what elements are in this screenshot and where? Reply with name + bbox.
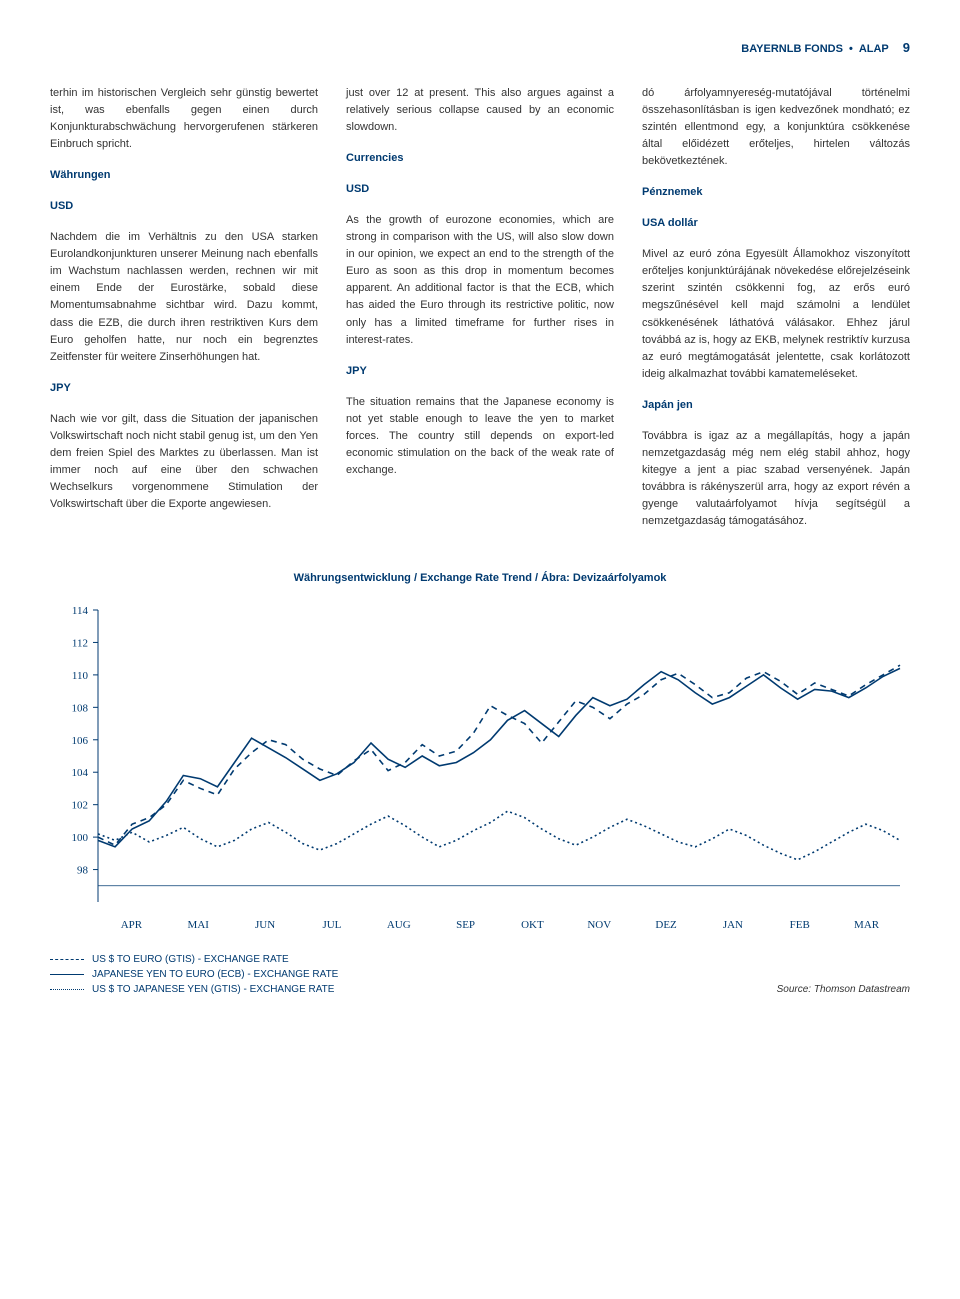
en-usd-body: As the growth of eurozone economies, whi… <box>346 212 614 348</box>
svg-text:98: 98 <box>77 865 89 877</box>
svg-text:MAI: MAI <box>188 919 210 931</box>
column-hu: dó árfolyamnyereség-mutatójával történel… <box>642 85 910 544</box>
legend-label-1: US $ TO EURO (GTIS) - EXCHANGE RATE <box>92 954 289 965</box>
svg-text:100: 100 <box>72 832 89 844</box>
page-header: BAYERNLB FONDS • ALAP 9 <box>50 40 910 55</box>
header-dot: • <box>849 43 853 55</box>
svg-text:102: 102 <box>72 800 89 812</box>
chart-legend: US $ TO EURO (GTIS) - EXCHANGE RATE JAPA… <box>50 954 910 995</box>
svg-text:112: 112 <box>72 637 88 649</box>
hu-usd-body: Mivel az euró zóna Egyesült Államokhoz v… <box>642 246 910 382</box>
section-name: ALAP <box>859 43 889 55</box>
svg-text:APR: APR <box>121 919 143 931</box>
column-de: terhin im historischen Vergleich sehr gü… <box>50 85 318 544</box>
hu-heading-jpy: Japán jen <box>642 397 910 414</box>
en-jpy-body: The situation remains that the Japanese … <box>346 394 614 479</box>
svg-text:108: 108 <box>72 702 89 714</box>
en-heading-currencies: Currencies <box>346 150 614 167</box>
en-intro: just over 12 at present. This also argue… <box>346 85 614 136</box>
legend-swatch-solid <box>50 974 84 975</box>
de-usd-body: Nachdem die im Verhältnis zu den USA sta… <box>50 229 318 365</box>
hu-intro: dó árfolyamnyereség-mutatójával történel… <box>642 85 910 170</box>
de-heading-usd: USD <box>50 198 318 215</box>
svg-text:106: 106 <box>72 735 89 747</box>
column-en: just over 12 at present. This also argue… <box>346 85 614 544</box>
de-intro: terhin im historischen Vergleich sehr gü… <box>50 85 318 153</box>
hu-heading-usd: USA dollár <box>642 215 910 232</box>
legend-swatch-dotted <box>50 989 84 990</box>
svg-text:DEZ: DEZ <box>655 919 677 931</box>
de-heading-currencies: Währungen <box>50 167 318 184</box>
legend-label-3: US $ TO JAPANESE YEN (GTIS) - EXCHANGE R… <box>92 984 334 995</box>
svg-text:SEP: SEP <box>456 919 475 931</box>
legend-item-usd-jpy: US $ TO JAPANESE YEN (GTIS) - EXCHANGE R… <box>50 984 338 995</box>
legend-swatch-dashed <box>50 959 84 960</box>
svg-text:JUN: JUN <box>255 919 275 931</box>
chart-svg: 98 100 102 104 106 108 110 112 114 APR MAI JUN JUL AU… <box>50 602 910 942</box>
exchange-rate-chart: 98 100 102 104 106 108 110 112 114 APR MAI JUN JUL AU… <box>50 602 910 942</box>
legend-series: US $ TO EURO (GTIS) - EXCHANGE RATE JAPA… <box>50 954 338 995</box>
svg-text:104: 104 <box>72 767 89 779</box>
svg-text:NOV: NOV <box>587 919 611 931</box>
svg-text:FEB: FEB <box>790 919 810 931</box>
chart-title: Währungsentwicklung / Exchange Rate Tren… <box>50 572 910 584</box>
legend-item-usd-eur: US $ TO EURO (GTIS) - EXCHANGE RATE <box>50 954 338 965</box>
svg-text:110: 110 <box>72 670 89 682</box>
chart-source: Source: Thomson Datastream <box>777 984 910 995</box>
de-heading-jpy: JPY <box>50 380 318 397</box>
svg-text:JAN: JAN <box>723 919 743 931</box>
legend-item-jpy-eur: JAPANESE YEN TO EURO (ECB) - EXCHANGE RA… <box>50 969 338 980</box>
text-columns: terhin im historischen Vergleich sehr gü… <box>50 85 910 544</box>
svg-text:114: 114 <box>72 605 89 617</box>
en-heading-usd: USD <box>346 181 614 198</box>
svg-text:OKT: OKT <box>521 919 544 931</box>
de-jpy-body: Nach wie vor gilt, dass die Situation de… <box>50 411 318 513</box>
brand: BAYERNLB FONDS <box>741 43 843 55</box>
svg-text:AUG: AUG <box>387 919 411 931</box>
en-heading-jpy: JPY <box>346 363 614 380</box>
hu-jpy-body: Továbbra is igaz az a megállapítás, hogy… <box>642 428 910 530</box>
svg-text:MAR: MAR <box>854 919 880 931</box>
hu-heading-currencies: Pénznemek <box>642 184 910 201</box>
svg-text:JUL: JUL <box>322 919 341 931</box>
page-number: 9 <box>903 40 910 55</box>
legend-label-2: JAPANESE YEN TO EURO (ECB) - EXCHANGE RA… <box>92 969 338 980</box>
